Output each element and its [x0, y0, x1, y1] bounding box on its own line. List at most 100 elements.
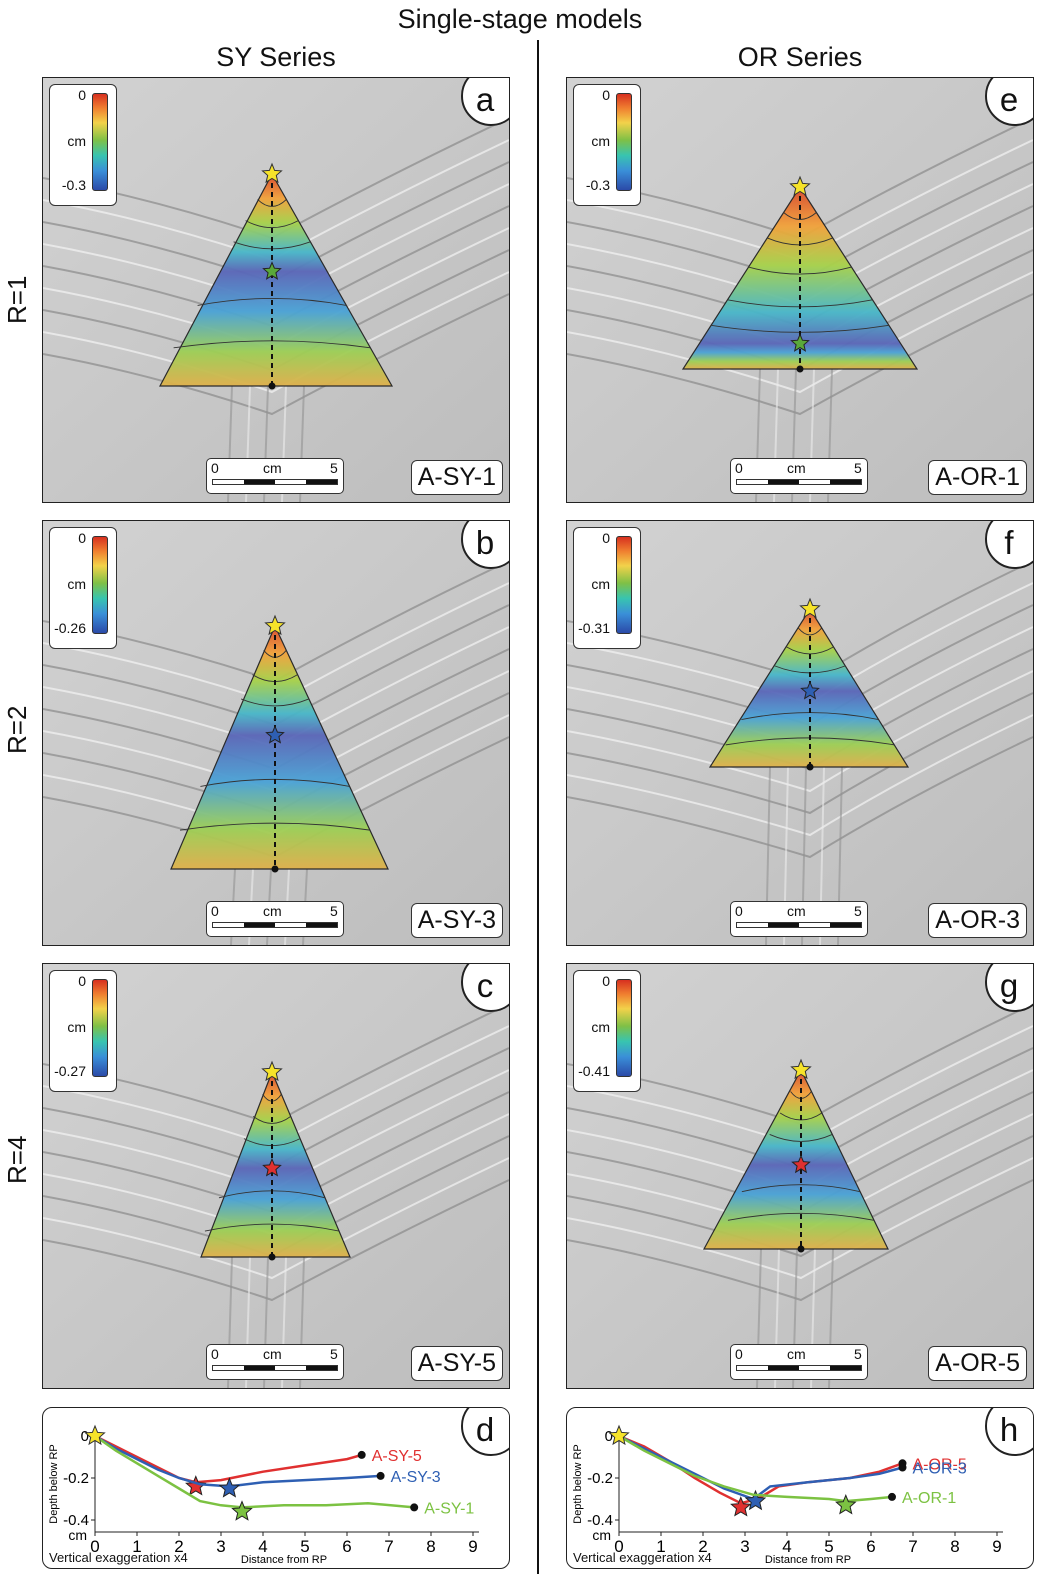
series-end-point [357, 1450, 366, 1459]
deepest-point-star [800, 680, 820, 700]
vertical-exaggeration-note: Vertical exaggeration x4 [573, 1550, 712, 1565]
legend-unit-label: cm [591, 133, 610, 149]
scale-bar: 0 cm 5 [730, 458, 868, 494]
legend-unit-label: cm [591, 1019, 610, 1035]
scale-five-label: 5 [854, 1346, 862, 1362]
x-tick-label: 5 [300, 1537, 309, 1556]
reference-point-star [261, 162, 283, 184]
x-tick-label: 2 [174, 1537, 183, 1556]
model-label: A-OR-5 [928, 1346, 1027, 1381]
panel-letter: a [475, 81, 495, 118]
x-tick-label: 2 [698, 1537, 707, 1556]
color-ramp [616, 93, 632, 191]
x-tick-label: 0 [614, 1537, 623, 1556]
x-tick-label: 7 [908, 1537, 917, 1556]
x-tick-label: 5 [824, 1537, 833, 1556]
x-tick-label: 8 [950, 1537, 959, 1556]
row-label-r1: R=1 [2, 275, 32, 325]
scale-zero-label: 0 [735, 460, 743, 476]
x-tick-label: 3 [216, 1537, 225, 1556]
deepest-point-star [262, 261, 282, 280]
row-label-r2: R=2 [2, 705, 32, 755]
deepest-point-star [231, 1500, 253, 1521]
y-axis-label: Depth below RP [572, 1444, 584, 1524]
depth-profile-chart: 0 1 2 3 4 5 6 7 8 9 0 -0.2 -0.4cm Depth below RP Dista… [572, 1424, 1003, 1566]
x-tick-label: 9 [468, 1537, 477, 1556]
column-divider [537, 40, 539, 1574]
y-tick-label: -0.4 [63, 1512, 89, 1529]
color-legend: 0 cm -0.26 [49, 527, 117, 649]
y-unit-label: cm [592, 1527, 611, 1543]
y-unit-label: cm [68, 1527, 87, 1543]
scale-unit-label: cm [787, 460, 806, 476]
reference-point-star [799, 597, 821, 619]
x-tick-label: 9 [992, 1537, 1001, 1556]
series-line [94, 1434, 381, 1488]
panel-letter-badge: c [461, 964, 509, 1012]
x-tick-label: 4 [258, 1537, 267, 1556]
scale-bar: 0 cm 5 [206, 1344, 344, 1380]
panel-letter-badge: e [985, 78, 1033, 126]
panel-letter: c [476, 967, 494, 1004]
x-tick-label: 6 [342, 1537, 351, 1556]
color-legend: 0 cm -0.31 [573, 527, 641, 649]
series-label: A-OR-1 [902, 1490, 956, 1507]
map-panel-b: 0 cm -0.26 b 0 cm 5 A-SY-3 [42, 520, 510, 946]
scale-ruler [212, 1365, 338, 1371]
shaded-relief-map [43, 78, 509, 502]
scale-bar: 0 cm 5 [730, 901, 868, 937]
series-label: A-SY-5 [372, 1448, 422, 1465]
y-tick-label: 0 [81, 1428, 89, 1445]
series-label: A-SY-1 [424, 1500, 474, 1517]
reference-point-star [261, 1060, 283, 1082]
y-tick-label: 0 [605, 1428, 613, 1445]
x-tick-label: 1 [656, 1537, 665, 1556]
x-tick-label: 6 [866, 1537, 875, 1556]
legend-max-label: 0 [78, 87, 86, 103]
deepest-point-star [185, 1475, 207, 1496]
scale-zero-label: 0 [211, 460, 219, 476]
scale-unit-label: cm [787, 1346, 806, 1362]
color-legend: 0 cm -0.41 [573, 970, 641, 1092]
profile-panel-h: 0 1 2 3 4 5 6 7 8 9 0 -0.2 -0.4 cm Depth below RP Dista… [566, 1407, 1034, 1569]
series-line [618, 1434, 893, 1503]
shaded-relief-map [567, 521, 1033, 945]
legend-min-label: -0.27 [54, 1063, 86, 1079]
scale-five-label: 5 [854, 460, 862, 476]
series-label: A-OR-3 [913, 1461, 967, 1478]
series-end-point [898, 1463, 907, 1472]
panel-letter: h [999, 1411, 1019, 1448]
scale-ruler [736, 1365, 862, 1371]
row-label-r4: R=4 [2, 1135, 32, 1185]
series-label: A-SY-3 [391, 1469, 441, 1486]
scale-five-label: 5 [330, 460, 338, 476]
reference-point-star [789, 175, 811, 197]
scale-ruler [212, 922, 338, 928]
x-tick-label: 7 [384, 1537, 393, 1556]
deepest-point-star [262, 1157, 282, 1177]
deepest-point-star [791, 1154, 811, 1174]
series-end-point [376, 1471, 385, 1480]
series-line [94, 1434, 415, 1509]
color-legend: 0 cm -0.3 [49, 84, 117, 206]
y-tick-label: -0.2 [587, 1470, 613, 1487]
shaded-relief-map [43, 521, 509, 945]
map-panel-a: 0 cm -0.3 a 0 cm 5 A-SY-1 [42, 77, 510, 503]
series-end-point [888, 1492, 896, 1501]
legend-min-label: -0.26 [54, 620, 86, 636]
depth-profile-chart: 0 1 2 3 4 5 6 7 8 9 0 -0.2 -0.4cm Depth below RP Dista… [48, 1424, 479, 1566]
scale-five-label: 5 [330, 903, 338, 919]
series-end-point [410, 1503, 419, 1512]
y-tick-label: -0.2 [63, 1470, 89, 1487]
profile-panel-d: 0 1 2 3 4 5 6 7 8 9 0 -0.2 -0.4 cm Depth below RP Dista… [42, 1407, 510, 1569]
y-axis-label: Depth below RP [48, 1444, 60, 1524]
scale-five-label: 5 [330, 1346, 338, 1362]
series-line [618, 1434, 903, 1501]
map-panel-g: 0 cm -0.41 g 0 cm 5 A-OR-5 [566, 963, 1034, 1389]
scale-ruler [736, 922, 862, 928]
model-label: A-OR-1 [928, 460, 1027, 495]
scale-unit-label: cm [263, 903, 282, 919]
model-label: A-SY-5 [410, 1346, 503, 1381]
x-axis-label: Distance from RP [765, 1554, 851, 1566]
deepest-point-star [744, 1489, 767, 1511]
